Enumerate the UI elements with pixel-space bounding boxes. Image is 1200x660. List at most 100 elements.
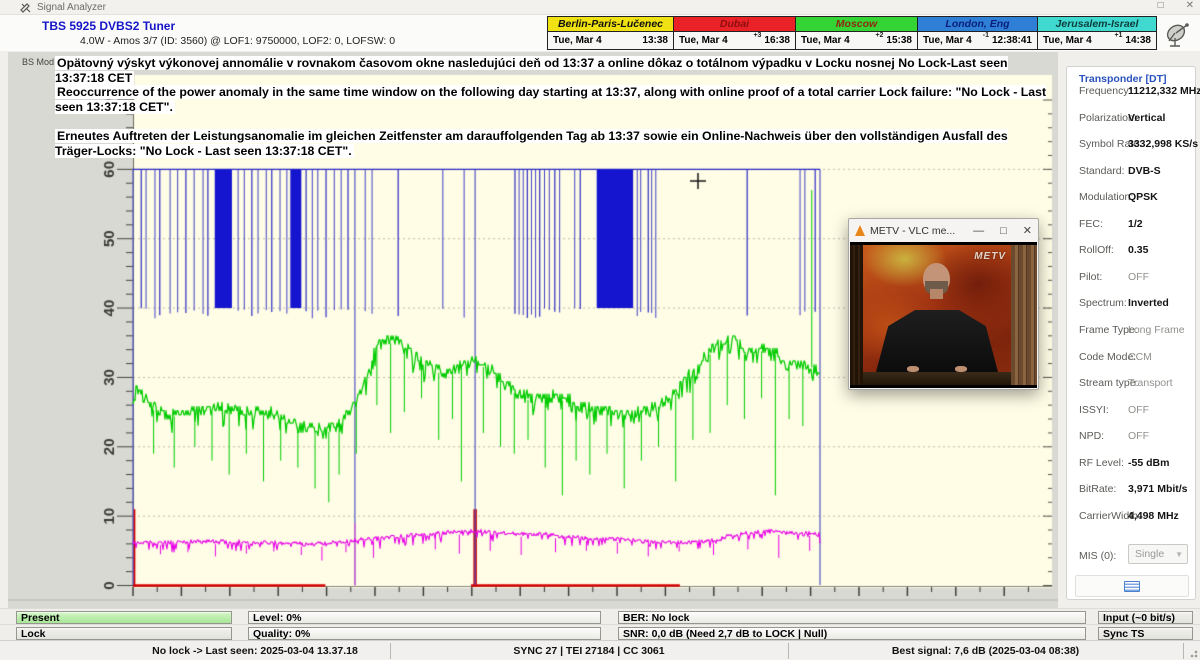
clock-time-row: Tue, Mar 4 +2 15:38 (796, 32, 917, 49)
transponder-label: Modulation: (1079, 191, 1134, 204)
transponder-row: Standard: DVB-S (1067, 165, 1197, 179)
transponder-value: 0.35 (1128, 244, 1149, 257)
clock-utc-offset: +3 (753, 32, 762, 39)
transponder-label: NPD: (1079, 430, 1105, 443)
clock-time: 14:38 (1125, 35, 1151, 46)
transponder-label: BitRate: (1079, 483, 1117, 496)
vlc-title-bar[interactable]: METV - VLC me... — □ ✕ (849, 219, 1038, 242)
annotation-german: Erneutes Auftreten der Leistungsanomalie… (55, 128, 1008, 158)
transponder-row: ISSYI: OFF (1067, 404, 1197, 418)
transponder-label: CarrierWidth: (1079, 509, 1141, 522)
transponder-row: FEC: 1/2 (1067, 218, 1197, 232)
transponder-value: QPSK (1128, 191, 1158, 204)
clock-time: 16:38 (764, 35, 790, 46)
mis-dropdown[interactable]: Single ▼ (1128, 544, 1188, 564)
status-row-2: Lock Quality: 0% SNR: 0,0 dB (Need 2,7 d… (0, 624, 1200, 640)
transponder-label: FEC: (1079, 217, 1103, 230)
transponder-label: ISSYI: (1079, 403, 1109, 416)
clock-4: London, Eng Tue, Mar 4 -1 12:38:41 (917, 16, 1038, 50)
clock-date: Tue, Mar 4 (1043, 35, 1092, 46)
transponder-label: Code Mode: (1079, 350, 1137, 363)
maximize-button[interactable]: □ (1157, 0, 1164, 11)
clock-city-label: London, Eng (918, 17, 1037, 32)
transponder-value: 3,971 Mbit/s (1128, 483, 1188, 496)
transponder-value: OFF (1128, 270, 1149, 283)
level-bar: Level: 0% (248, 611, 601, 624)
clock-utc-offset: +1 (1114, 32, 1123, 39)
transponder-value: 1/2 (1128, 217, 1143, 230)
transponder-row: Pilot: OFF (1067, 271, 1197, 285)
transponder-value: Long Frame (1128, 323, 1185, 336)
transponder-value: Inverted (1128, 297, 1169, 310)
transponder-value: -55 dBm (1128, 456, 1170, 469)
mode-corner-label: BS Mod (22, 57, 55, 67)
annotation-slovak: Opätovný výskyt výkonovej annomálie v ro… (55, 56, 1008, 85)
presenter-hand (907, 366, 920, 372)
presenter-body (876, 310, 998, 372)
app-icon (20, 2, 31, 13)
studio-wall-left (850, 245, 863, 385)
transponder-row: BitRate: 3,971 Mbit/s (1067, 483, 1197, 497)
statusbar-best-signal: Best signal: 7,6 dB (2025-03-04 08:38) (891, 645, 1080, 657)
transponder-row: Spectrum: Inverted (1067, 297, 1197, 311)
transponder-value: Vertical (1128, 111, 1166, 124)
transponder-label: Pilot: (1079, 270, 1103, 283)
status-row-1: Present Level: 0% BER: No lock Input (~0… (0, 608, 1200, 624)
resize-grip[interactable] (1188, 648, 1198, 658)
mis-selected-value: Single (1135, 548, 1165, 560)
clock-time-row: Tue, Mar 4 -1 12:38:41 (918, 32, 1037, 49)
transponder-row: RollOff: 0.35 (1067, 244, 1197, 258)
vlc-minimize-button[interactable]: — (973, 224, 985, 237)
clock-3: Moscow Tue, Mar 4 +2 15:38 (795, 16, 918, 50)
transponder-value: OFF (1128, 403, 1149, 416)
ber-bar: BER: No lock (618, 611, 1086, 624)
status-bar: No lock -> Last seen: 2025-03-04 13.37.1… (0, 640, 1200, 660)
statusbar-last-seen: No lock -> Last seen: 2025-03-04 13.37.1… (152, 645, 358, 657)
vlc-window-title: METV - VLC me... (870, 224, 956, 237)
transponder-row: Modulation: QPSK (1067, 191, 1197, 205)
presenter-neck (930, 289, 943, 299)
vlc-close-button[interactable]: ✕ (1022, 225, 1032, 237)
tuner-name: TBS 5925 DVBS2 Tuner (42, 19, 176, 33)
clock-date: Tue, Mar 4 (553, 35, 602, 46)
statusbar-sync-counters: SYNC 27 | TEI 27184 | CC 3061 (513, 645, 665, 657)
transponder-value: 4,498 MHz (1128, 509, 1179, 522)
transponder-row: Frame Type: Long Frame (1067, 324, 1197, 338)
clock-time: 12:38:41 (991, 35, 1032, 46)
studio-background: METV (863, 245, 1011, 385)
window-title: Signal Analyzer (37, 1, 106, 13)
analysis-annotations: Opätovný výskyt výkonovej annomálie v ro… (55, 56, 1047, 158)
transponder-value: DVB-S (1128, 164, 1161, 177)
clock-time-row: Tue, Mar 4 13:38 (548, 32, 673, 49)
transponder-value: 3332,998 KS/s (1128, 138, 1199, 151)
mis-label: MIS (0): (1079, 550, 1117, 562)
presenter-hand (954, 366, 967, 372)
transponder-value: OFF (1128, 430, 1149, 443)
studio-wall-right (1011, 245, 1037, 385)
vlc-video-area: METV (850, 242, 1037, 388)
transponder-panel-title: Transponder [DT] (1079, 73, 1167, 85)
transponder-row: Code Mode: CCM (1067, 351, 1197, 365)
transponder-panel: Transponder [DT] Frequency: 11212,332 MHz… (1066, 66, 1200, 600)
world-clocks: Berlin-Paris-Lučenec Tue, Mar 4 13:38 Dubai… (547, 16, 1157, 50)
title-bar[interactable]: Signal Analyzer □ ✕ (0, 0, 1200, 15)
snr-bar: SNR: 0,0 dB (Need 2,7 dB to LOCK | Null) (618, 627, 1086, 640)
clock-time: 15:38 (886, 35, 912, 46)
clock-city-label: Dubai (674, 17, 795, 32)
close-button[interactable]: ✕ (1185, 0, 1194, 11)
transponder-label: RollOff: (1079, 244, 1114, 257)
clock-utc-offset: +2 (875, 32, 884, 39)
transponder-label: Polarization: (1079, 111, 1137, 124)
ts-tables-button[interactable] (1075, 575, 1189, 597)
channel-watermark: METV (974, 251, 1006, 262)
transponder-value: 11212,332 MHz (1128, 85, 1200, 97)
clock-date: Tue, Mar 4 (923, 35, 972, 46)
transponder-label: Stream type: (1079, 377, 1139, 390)
transponder-row: Frequency: 11212,332 MHz (1067, 85, 1200, 99)
transponder-row: RF Level: -55 dBm (1067, 457, 1197, 471)
vlc-maximize-button[interactable]: □ (1000, 224, 1007, 237)
present-indicator: Present (16, 611, 232, 624)
tuner-details: 4.0W - Amos 3/7 (ID: 3560) @ LOF1: 97500… (80, 35, 396, 47)
transponder-label: Frequency: (1079, 85, 1132, 97)
transponder-value: Transport (1128, 377, 1173, 390)
